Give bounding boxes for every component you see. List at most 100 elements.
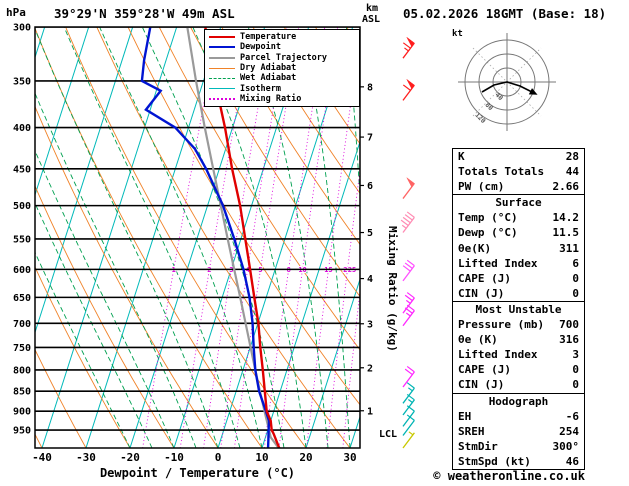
altitude-axis-unit-asl: ASL (362, 14, 381, 25)
pressure-tick-label: 950 (13, 426, 31, 437)
stat-value: 46 (565, 454, 579, 468)
km-tick-label: 4 (367, 274, 373, 285)
stat-label: Lifted Index (458, 348, 538, 362)
stat-label: StmDir (458, 439, 498, 453)
stat-value: 700 (559, 318, 579, 332)
stat-label: EH (458, 409, 472, 423)
temperature-tick-label: 0 (215, 451, 222, 464)
wind-barb (402, 310, 415, 327)
altitude-axis-unit-km: km (366, 3, 379, 14)
legend-label: Wet Adiabat (240, 73, 297, 84)
stat-label: K (458, 150, 465, 163)
stat-row: CIN (J) 0 (453, 377, 584, 392)
pressure-gridlines (35, 27, 360, 431)
legend-swatch-dewpoint (209, 46, 235, 49)
stat-label: StmSpd (kt) (458, 454, 531, 468)
km-tick-label: 8 (367, 82, 373, 93)
stat-row: PW (cm) 2.66 (453, 179, 584, 194)
profile-lines (140, 27, 281, 448)
km-tick-label: 1 (367, 406, 373, 417)
hodograph-trace-arrow (528, 88, 538, 95)
legend-swatch-dry-adiabat (209, 67, 235, 69)
hodograph-ring (492, 67, 522, 97)
temperature-line (204, 27, 281, 448)
lcl-label: LCL (379, 429, 397, 440)
hodograph-ring-label: 80 (483, 101, 494, 112)
stat-row: StmDir 300° (453, 439, 584, 454)
legend-label: Parcel Trajectory (240, 52, 327, 63)
stat-row: CAPE (J) 0 (453, 271, 584, 286)
wind-barb (402, 371, 415, 388)
legend-swatch-isotherm (209, 88, 235, 90)
wind-barb (402, 432, 415, 449)
legend-label: Temperature (240, 32, 297, 43)
pressure-tick-label: 450 (13, 164, 31, 175)
stats-section-header: Surface (495, 196, 542, 210)
stats-section-header: Most Unstable (475, 302, 562, 316)
stat-row: Pressure (mb) 700 (453, 317, 584, 332)
stat-value: -6 (565, 409, 579, 423)
wind-barb (402, 410, 415, 427)
stat-label: Lifted Index (458, 256, 538, 270)
stat-label: CIN (J) (458, 286, 505, 300)
stat-label: SREH (458, 424, 485, 438)
stat-row: CIN (J) 0 (453, 286, 584, 301)
stat-label: θe (K) (458, 333, 498, 347)
pressure-tick-label: 600 (13, 265, 31, 276)
stat-row: K 28 (453, 149, 584, 164)
stats-section: Surface Temp (°C) 14.2 Dewp (°C) 11.5 θe(K) 31… (453, 194, 584, 301)
stat-value: 3 (572, 348, 579, 362)
stats-table: K 28 Totals Totals 44 PW (cm) 2.66 Surface Temp… (452, 148, 585, 470)
stats-section-header: Hodograph (488, 394, 549, 408)
legend-swatch-wet-adiabat (209, 77, 235, 79)
stat-row: Temp (°C) 14.2 (453, 210, 584, 225)
legend-item: Dry Adiabat (209, 63, 355, 73)
stat-label: CAPE (J) (458, 271, 511, 285)
temperature-tick-label: 30 (343, 451, 356, 464)
pressure-tick-label: 650 (13, 293, 31, 304)
km-tick-label: 6 (367, 181, 373, 192)
temperature-tick-label: 10 (255, 451, 268, 464)
km-tick-label: 7 (367, 133, 373, 144)
stat-value: 0 (572, 286, 579, 300)
station-title: 39°29'N 359°28'W 49m ASL (54, 6, 235, 21)
legend-item: Isotherm (209, 83, 355, 94)
wind-barb (402, 216, 415, 233)
stat-row: Dewp (°C) 11.5 (453, 225, 584, 240)
stat-value: 0 (572, 378, 579, 392)
legend-item: Temperature (209, 32, 355, 42)
stat-row: CAPE (J) 0 (453, 362, 584, 377)
copyright: © weatheronline.co.uk (433, 469, 585, 483)
temperature-tick-label: -30 (76, 451, 96, 464)
axis-tick-labels: 3003504004505005506006507007508008509009… (13, 23, 397, 465)
stat-label: Pressure (mb) (458, 318, 545, 332)
stat-label: PW (cm) (458, 180, 505, 194)
pressure-tick-label: 800 (13, 365, 31, 376)
stat-row: StmSpd (kt) 46 (453, 454, 584, 469)
temperature-tick-label: 20 (299, 451, 312, 464)
km-tick-label: 3 (367, 319, 373, 330)
km-tick-label: 2 (367, 363, 373, 374)
hodograph-ring (464, 39, 550, 125)
mixing-ratio-axis-label: Mixing Ratio (g/kg) (386, 226, 399, 352)
stat-label: CAPE (J) (458, 363, 511, 377)
stat-row: Totals Totals 44 (453, 164, 584, 179)
legend-item: Wet Adiabat (209, 73, 355, 83)
legend-label: Dry Adiabat (240, 63, 297, 74)
legend-label: Dewpoint (240, 42, 281, 53)
hodograph-ring-label: 40 (494, 91, 505, 102)
legend-item: Mixing Ratio (209, 94, 355, 104)
pressure-tick-label: 300 (13, 23, 31, 34)
stat-label: Dewp (°C) (458, 226, 518, 240)
hodograph-unit-label: kt (452, 29, 463, 39)
stat-value: 300° (552, 439, 580, 453)
stat-label: CIN (J) (458, 378, 505, 392)
plot-border (34, 26, 361, 449)
wind-barb-column (400, 37, 415, 449)
stat-value: 11.5 (552, 226, 580, 240)
temperature-tick-label: -10 (164, 451, 184, 464)
chart-legend: Temperature Dewpoint Parcel Trajectory Dry … (204, 29, 360, 108)
datetime-title: 05.02.2026 18GMT (Base: 18) (403, 6, 607, 21)
